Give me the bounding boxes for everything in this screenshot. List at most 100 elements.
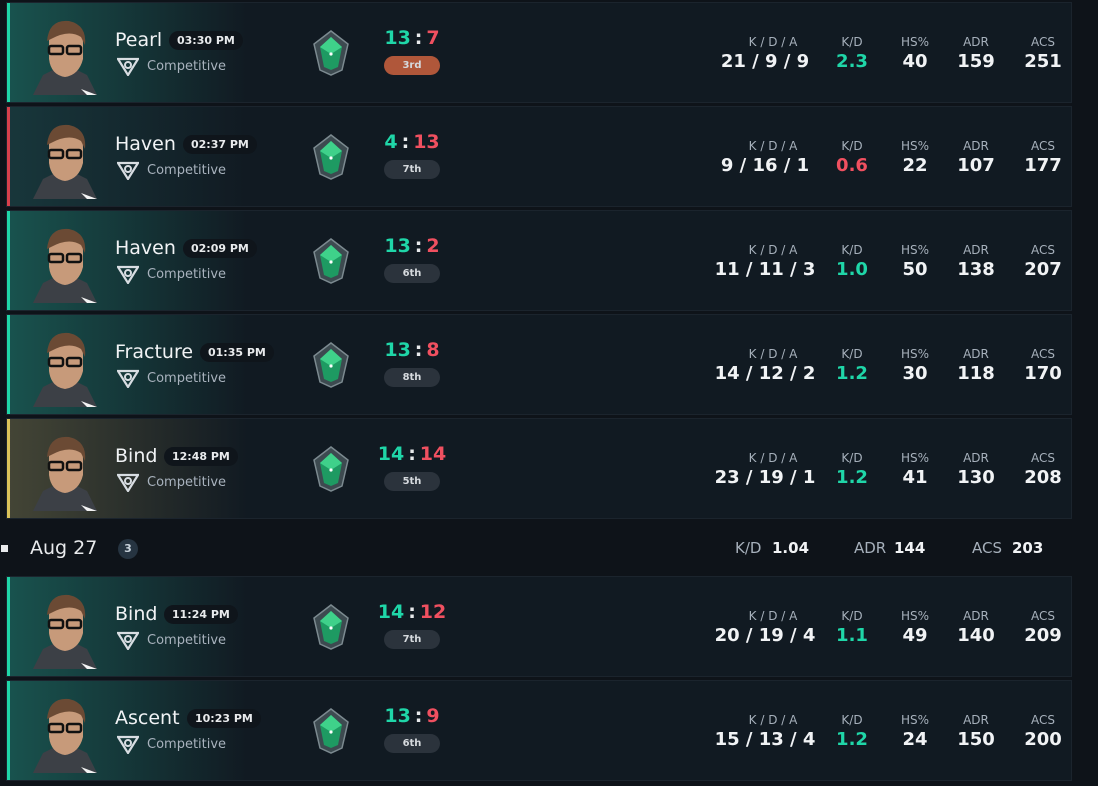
rank-icon — [312, 446, 350, 496]
stat-label: ADR — [963, 347, 989, 361]
agent-portrait — [29, 19, 101, 99]
stat-label: ACS — [1031, 243, 1055, 257]
placement: 7th — [384, 630, 440, 649]
enemy-score: 12 — [419, 601, 447, 623]
stat-value: 1.2 — [836, 729, 868, 750]
placement: 8th — [384, 368, 440, 387]
team-score: 4 — [384, 131, 398, 153]
team-score: 13 — [384, 339, 411, 361]
placement: 6th — [384, 264, 440, 283]
stat-value: 138 — [957, 259, 995, 280]
stat-value: 118 — [957, 363, 995, 384]
enemy-score: 7 — [426, 27, 440, 49]
day-stat-label: ACS — [972, 539, 1002, 557]
placement: 3rd — [384, 56, 440, 75]
score-separator: : — [414, 339, 423, 361]
mode-name: Competitive — [147, 371, 227, 386]
match-row[interactable]: Bind 11:24 PM Competitive 14:12 7th K / D / A… — [6, 576, 1072, 677]
enemy-score: 9 — [426, 705, 440, 727]
stat-label: ACS — [1031, 35, 1055, 49]
mode-name: Competitive — [147, 59, 227, 74]
match-row[interactable]: Haven 02:09 PM Competitive 13:2 6th K / D / A… — [6, 210, 1072, 311]
stat-value: 177 — [1024, 155, 1062, 176]
team-score: 14 — [377, 443, 405, 465]
stat-label: HS% — [900, 35, 930, 49]
stat-value: 107 — [957, 155, 995, 176]
stat-label: ADR — [963, 609, 989, 623]
stat-label: HS% — [900, 713, 930, 727]
match-row[interactable]: Haven 02:37 PM Competitive 4:13 7th K / D / A… — [6, 106, 1072, 207]
day-date: Aug 27 — [30, 537, 98, 559]
score: 14:12 — [378, 601, 447, 623]
rank-icon — [312, 30, 350, 80]
mode-name: Competitive — [147, 475, 227, 490]
stat-value: 23 / 19 / 1 — [714, 467, 816, 488]
score-separator: : — [401, 131, 410, 153]
stat-label: K / D / A — [748, 451, 798, 465]
stat-label: ADR — [963, 35, 989, 49]
placement: 7th — [384, 160, 440, 179]
stat-label: ADR — [963, 139, 989, 153]
stat-label: K / D / A — [748, 609, 798, 623]
mode-icon — [116, 160, 140, 184]
day-stat-label: K/D — [735, 539, 762, 557]
mode-icon — [116, 56, 140, 80]
result-stripe — [7, 419, 10, 518]
score-separator: : — [414, 705, 423, 727]
score-separator: : — [408, 601, 416, 623]
stat-label: K/D — [841, 243, 863, 257]
result-stripe — [7, 577, 10, 676]
stat-value: 200 — [1024, 729, 1062, 750]
day-stat-value: 1.04 — [772, 539, 810, 557]
match-row[interactable]: Bind 12:48 PM Competitive 14:14 5th K / D / A… — [6, 418, 1072, 519]
mode-icon — [116, 472, 140, 496]
day-marker — [1, 545, 8, 552]
stat-label: HS% — [900, 243, 930, 257]
stat-label: ACS — [1031, 609, 1055, 623]
stat-value: 20 / 19 / 4 — [714, 625, 816, 646]
map-name: Bind — [115, 445, 158, 467]
map-name: Ascent — [115, 707, 180, 729]
stat-value: 15 / 13 / 4 — [714, 729, 816, 750]
match-time: 03:30 PM — [169, 31, 243, 50]
result-stripe — [7, 107, 10, 206]
stat-label: ADR — [963, 243, 989, 257]
stat-value: 1.2 — [836, 467, 868, 488]
stat-value: 1.1 — [836, 625, 868, 646]
day-stat-value: 203 — [1012, 539, 1044, 557]
map-name: Haven — [115, 133, 176, 155]
day-header: Aug 27 3 K/D 1.04 ADR 144 ACS 203 — [0, 522, 1072, 575]
agent-portrait — [29, 331, 101, 411]
agent-portrait — [29, 123, 101, 203]
score: 14:14 — [378, 443, 447, 465]
score: 13:7 — [384, 27, 439, 49]
mode-icon — [116, 630, 140, 654]
enemy-score: 2 — [426, 235, 440, 257]
match-row[interactable]: Fracture 01:35 PM Competitive 13:8 8th K / D … — [6, 314, 1072, 415]
match-row[interactable]: Pearl 03:30 PM Competitive 13:7 3rd K / D / A… — [6, 2, 1072, 103]
map-name: Pearl — [115, 29, 163, 51]
stat-value: 2.3 — [836, 51, 868, 72]
stat-value: 40 — [902, 51, 928, 72]
agent-portrait — [29, 697, 101, 777]
enemy-score: 13 — [413, 131, 440, 153]
match-time: 01:35 PM — [200, 343, 274, 362]
match-time: 12:48 PM — [164, 447, 238, 466]
stat-value: 1.0 — [836, 259, 868, 280]
stat-label: K/D — [841, 35, 863, 49]
stat-label: K / D / A — [748, 347, 798, 361]
stat-label: ACS — [1031, 347, 1055, 361]
stat-label: K / D / A — [748, 713, 798, 727]
stat-value: 130 — [957, 467, 995, 488]
stat-value: 22 — [902, 155, 928, 176]
stat-label: HS% — [900, 451, 930, 465]
rank-icon — [312, 238, 350, 288]
stat-value: 150 — [957, 729, 995, 750]
score-separator: : — [408, 443, 416, 465]
match-row[interactable]: Ascent 10:23 PM Competitive 13:9 6th K / D / … — [6, 680, 1072, 781]
placement: 5th — [384, 472, 440, 491]
stat-label: ACS — [1031, 713, 1055, 727]
stat-label: HS% — [900, 139, 930, 153]
team-score: 13 — [384, 235, 411, 257]
agent-portrait — [29, 435, 101, 515]
